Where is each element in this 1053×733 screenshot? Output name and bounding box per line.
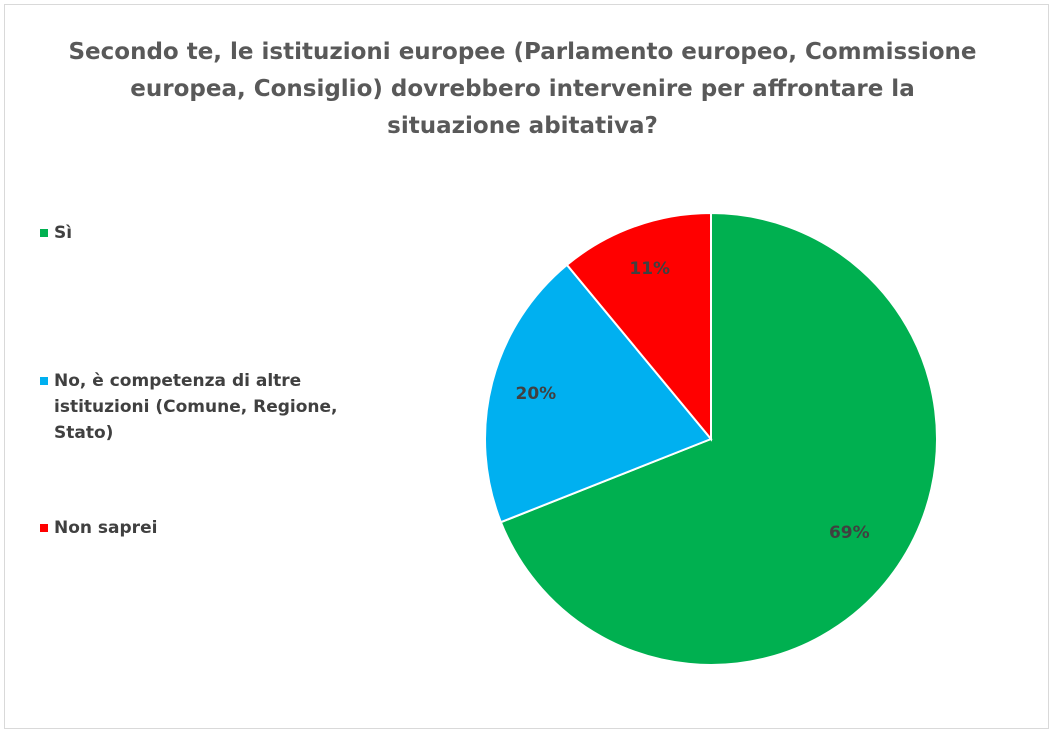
chart-title: Secondo te, le istituzioni europee (Parl… [68, 39, 977, 139]
legend-label-no: No, è competenza di altre istituzioni (C… [54, 371, 338, 443]
pie-slice-non-saprei [565, 211, 712, 442]
data-label-non-saprei: 11% [629, 259, 670, 279]
legend-label-non-saprei: Non saprei [54, 518, 158, 538]
legend-swatch-no [40, 377, 48, 385]
legend-item-no: No, è competenza di altre istituzioni (C… [40, 368, 374, 446]
legend-swatch-non-saprei [40, 524, 48, 532]
legend-item-si: Sì [40, 220, 374, 246]
pie-slice-no [484, 263, 713, 524]
legend-item-non-saprei: Non saprei [40, 515, 374, 541]
pie-slice-si [499, 211, 938, 666]
data-label-si: 69% [829, 523, 870, 543]
legend-swatch-si [40, 229, 48, 237]
legend-label-si: Sì [54, 223, 73, 243]
data-label-no: 20% [516, 384, 557, 404]
